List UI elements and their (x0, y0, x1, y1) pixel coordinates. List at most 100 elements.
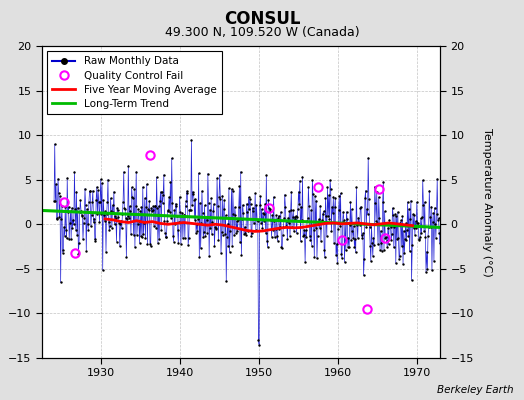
Point (170, 207, 179, 214)
Point (288, 214, 297, 220)
Point (411, 218, 420, 224)
Point (117, 225, 126, 232)
Point (222, 278, 231, 284)
Point (158, 200, 167, 206)
Point (419, 202, 428, 208)
Point (200, 202, 209, 209)
Point (334, 207, 343, 214)
Point (321, 195, 330, 202)
Point (292, 230, 301, 236)
Point (208, 219, 216, 225)
Point (230, 232, 238, 238)
Point (165, 194, 173, 200)
Point (189, 191, 198, 197)
Point (336, 190, 345, 196)
Point (187, 206, 195, 213)
Point (119, 169, 128, 175)
Point (327, 228, 335, 234)
Point (330, 240, 338, 246)
Point (427, 224, 435, 231)
Point (217, 229, 226, 235)
Point (357, 232, 366, 238)
Point (128, 194, 136, 200)
Point (362, 224, 370, 230)
Point (383, 244, 391, 250)
Point (140, 195, 149, 201)
Point (139, 231, 148, 238)
Point (254, 218, 262, 224)
Point (415, 237, 423, 243)
Text: Berkeley Earth: Berkeley Earth (437, 385, 514, 395)
Point (115, 219, 123, 226)
Point (169, 232, 177, 239)
Point (77, 208, 85, 214)
Point (127, 184, 136, 190)
Point (159, 192, 167, 198)
Point (134, 206, 143, 212)
Point (225, 185, 233, 192)
Point (92, 196, 100, 203)
Point (293, 206, 302, 212)
Point (296, 178, 304, 184)
Point (243, 209, 252, 215)
Point (364, 154, 373, 161)
Point (148, 208, 156, 214)
Point (146, 241, 154, 247)
Point (76, 197, 84, 204)
Point (246, 196, 254, 202)
Point (345, 244, 353, 250)
Point (319, 211, 327, 217)
Point (169, 238, 178, 245)
Point (271, 226, 280, 232)
Point (73, 204, 82, 211)
Point (298, 174, 307, 180)
Point (391, 211, 399, 217)
Point (355, 221, 364, 228)
Point (261, 200, 269, 207)
Point (401, 236, 409, 242)
Point (305, 232, 314, 239)
Point (225, 248, 234, 255)
Point (422, 269, 430, 275)
Point (402, 237, 410, 243)
Point (109, 208, 117, 215)
Point (303, 215, 312, 222)
Point (162, 233, 171, 240)
Point (298, 216, 306, 223)
Point (348, 228, 357, 234)
Point (176, 194, 184, 200)
Point (435, 240, 444, 246)
Point (378, 199, 387, 206)
Point (279, 232, 287, 239)
Point (110, 188, 118, 195)
Point (383, 238, 391, 244)
Point (191, 196, 200, 203)
Point (199, 234, 208, 241)
Point (257, 220, 265, 226)
Point (119, 198, 127, 205)
Point (398, 243, 406, 250)
Point (167, 215, 175, 221)
Point (133, 232, 141, 238)
Point (387, 237, 396, 243)
Point (307, 207, 315, 213)
Point (359, 230, 367, 236)
Point (93, 211, 102, 218)
Point (338, 255, 346, 261)
Point (399, 228, 408, 234)
Point (83, 221, 92, 228)
Point (155, 203, 163, 209)
Point (413, 220, 422, 226)
Point (85, 188, 94, 194)
Point (388, 230, 396, 237)
Point (248, 204, 257, 211)
Point (318, 220, 326, 226)
Point (90, 215, 99, 222)
Point (376, 246, 384, 253)
Point (79, 236, 87, 242)
Point (248, 230, 256, 236)
Point (335, 192, 343, 199)
Point (272, 212, 280, 219)
Point (355, 220, 363, 226)
Point (236, 239, 244, 246)
